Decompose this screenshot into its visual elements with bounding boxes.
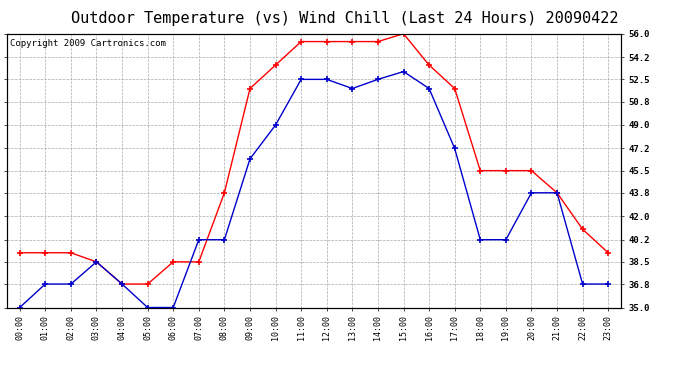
Text: Outdoor Temperature (vs) Wind Chill (Last 24 Hours) 20090422: Outdoor Temperature (vs) Wind Chill (Las… xyxy=(71,11,619,26)
Text: Copyright 2009 Cartronics.com: Copyright 2009 Cartronics.com xyxy=(10,39,166,48)
